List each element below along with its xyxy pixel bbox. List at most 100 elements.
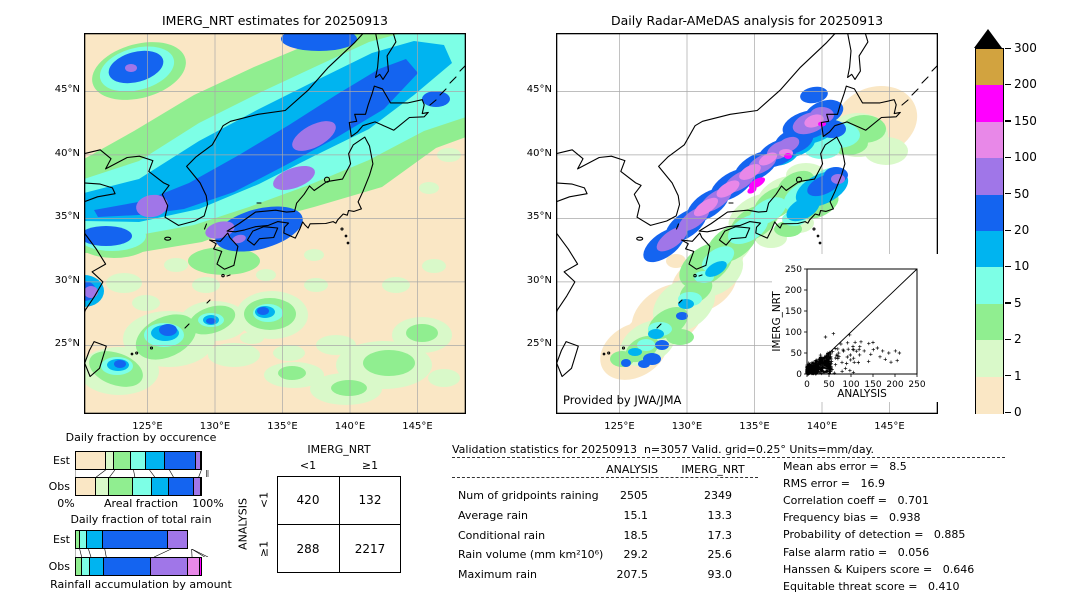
occurrence-segment bbox=[95, 477, 109, 496]
validation-analysis-value: 2505 bbox=[620, 489, 648, 502]
colorbar-tick-label: 50 bbox=[1014, 186, 1030, 201]
x-tick-label: 50 bbox=[823, 380, 835, 390]
y-tick-label: 150 bbox=[785, 307, 802, 317]
validation-row-label: Num of gridpoints raining bbox=[458, 489, 599, 502]
contingency-col-group-label: IMERG_NRT bbox=[307, 443, 371, 456]
occurrence-xmax-label: 100% bbox=[192, 497, 224, 510]
colorbar-segment bbox=[976, 121, 1003, 159]
score-line: False alarm ratio = 0.056 bbox=[783, 545, 930, 559]
colorbar-tick bbox=[1005, 156, 1011, 159]
x-tick-label: 250 bbox=[908, 380, 925, 390]
imerg-map bbox=[84, 33, 466, 414]
left-lat-tick-label: 30°N bbox=[54, 274, 80, 286]
colorbar-bar bbox=[975, 48, 1004, 414]
y-tick-label: 50 bbox=[791, 349, 803, 359]
x-tick-label: 200 bbox=[886, 380, 903, 390]
colorbar-tick bbox=[1005, 120, 1011, 122]
colorbar-tick bbox=[1005, 338, 1011, 341]
total_rain-title: Daily fraction of total rain bbox=[70, 513, 212, 526]
contingency-row-label: <1 bbox=[257, 491, 271, 509]
validation-imerg-value: 93.0 bbox=[707, 568, 733, 582]
left-lon-tick-label: 135°E bbox=[267, 421, 298, 432]
total_rain-connectors bbox=[75, 549, 209, 557]
validation-col-header: IMERG_NRT bbox=[681, 463, 745, 476]
occurrence-row-label: Obs bbox=[48, 480, 70, 493]
total_rain-segment bbox=[86, 530, 103, 549]
colorbar-tick-label: 0 bbox=[1014, 405, 1022, 419]
contingency-value: 132 bbox=[358, 493, 382, 507]
left-lon-tick-label: 145°E bbox=[402, 421, 433, 432]
totalrain-xlabel: Rainfall accumulation by amount bbox=[50, 578, 232, 591]
right-lon-tick-label: 130°E bbox=[671, 421, 703, 432]
left-map-title: IMERG_NRT estimates for 20250913 bbox=[161, 13, 388, 28]
colorbar-tick bbox=[1005, 265, 1011, 268]
occurrence-bar-obs bbox=[75, 477, 208, 496]
colorbar-segment bbox=[976, 231, 1003, 268]
colorbar-tick bbox=[1005, 83, 1011, 86]
total_rain-segment bbox=[103, 557, 152, 576]
scatter-xlabel: ANALYSIS bbox=[837, 388, 887, 400]
occurrence-connectors bbox=[75, 470, 209, 477]
colorbar-tick bbox=[1005, 47, 1011, 49]
contingency-col-label: ≥1 bbox=[361, 459, 379, 472]
score-line: Correlation coeff = 0.701 bbox=[783, 494, 929, 508]
score-line: Equitable threat score = 0.410 bbox=[783, 579, 960, 593]
occurrence-segment bbox=[164, 451, 197, 470]
contingency-value: 420 bbox=[296, 493, 320, 507]
total_rain-bar-est bbox=[75, 530, 192, 549]
scatter-axes-box bbox=[806, 268, 918, 375]
left-lat-tick-label: 25°N bbox=[54, 338, 80, 350]
colorbar-tick bbox=[1005, 411, 1011, 413]
colorbar-tick-label: 200 bbox=[1014, 77, 1037, 92]
right-lon-tick-label: 135°E bbox=[739, 421, 770, 432]
right-lon-tick-label: 140°E bbox=[806, 421, 838, 432]
colorbar-tick-label: 2 bbox=[1014, 332, 1022, 347]
left-lat-tick-label: 40°N bbox=[54, 147, 80, 159]
grid-lines bbox=[84, 33, 466, 414]
contingency-value: 288 bbox=[296, 542, 320, 556]
validation-analysis-value: 15.1 bbox=[623, 508, 649, 522]
y-tick-label: 0 bbox=[796, 370, 802, 380]
scatter-inset-svg: 00 50 50 100 100 150 150 200 200 250 250 ANALYSIS IM… bbox=[771, 265, 926, 400]
right-lat-tick-label: 35°N bbox=[526, 211, 552, 223]
colorbar-tick bbox=[1005, 193, 1011, 195]
occurrence-segment bbox=[107, 477, 133, 496]
left-lon-tick-label: 130°E bbox=[199, 421, 231, 432]
validation-imerg-value: 25.6 bbox=[707, 548, 733, 562]
scatter-inset-panel: 0 0 50 50 100 100 150 150 200 200 250 250 ANALYSIS IM… bbox=[771, 254, 938, 402]
occurrence-segment bbox=[168, 477, 194, 496]
total_rain-segment bbox=[198, 557, 202, 576]
occurrence-segment bbox=[145, 451, 166, 470]
right-lat-tick-label: 25°N bbox=[526, 338, 552, 350]
contingency-hline bbox=[277, 524, 401, 525]
total_rain-bar-obs bbox=[75, 557, 208, 576]
contingency-col-label: <1 bbox=[299, 459, 317, 472]
validation-row-label: Conditional rain bbox=[458, 528, 546, 542]
validation-imerg-value: 2349 bbox=[704, 489, 732, 502]
validation-analysis-value: 29.2 bbox=[623, 548, 649, 562]
right-lon-tick-label: 145°E bbox=[874, 421, 905, 432]
total_rain-row-label: Est bbox=[53, 533, 70, 546]
total_rain-segment bbox=[150, 557, 188, 576]
occurrence-segment bbox=[130, 451, 147, 470]
occurrence-xlabel: Areal fraction bbox=[103, 497, 179, 510]
scatter-ylabel: IMERG_NRT bbox=[772, 291, 783, 352]
right-lat-tick-label: 40°N bbox=[526, 147, 552, 159]
one-to-one-line bbox=[806, 268, 918, 375]
occurrence-segment bbox=[150, 477, 170, 496]
colorbar-segment bbox=[976, 303, 1003, 341]
validation-row-label: Rain volume (mm km²10⁶) bbox=[458, 548, 604, 562]
colorbar-segment bbox=[976, 340, 1003, 378]
occurrence-row-label: Est bbox=[53, 454, 70, 467]
imerg-purple-blobs bbox=[84, 64, 336, 298]
y-tick-label: 100 bbox=[785, 328, 802, 338]
validation-analysis-value: 207.5 bbox=[616, 568, 649, 582]
total_rain-segment bbox=[101, 530, 169, 549]
validation-analysis-value: 18.5 bbox=[623, 528, 649, 542]
validation-title: Validation statistics for 20250913 n=305… bbox=[452, 443, 875, 456]
colorbar-tick bbox=[1005, 375, 1011, 377]
right-lat-tick-label: 45°N bbox=[526, 84, 552, 96]
colorbar-segment bbox=[976, 194, 1003, 232]
colorbar-segment bbox=[976, 158, 1003, 196]
occurrence-segment bbox=[75, 477, 97, 496]
